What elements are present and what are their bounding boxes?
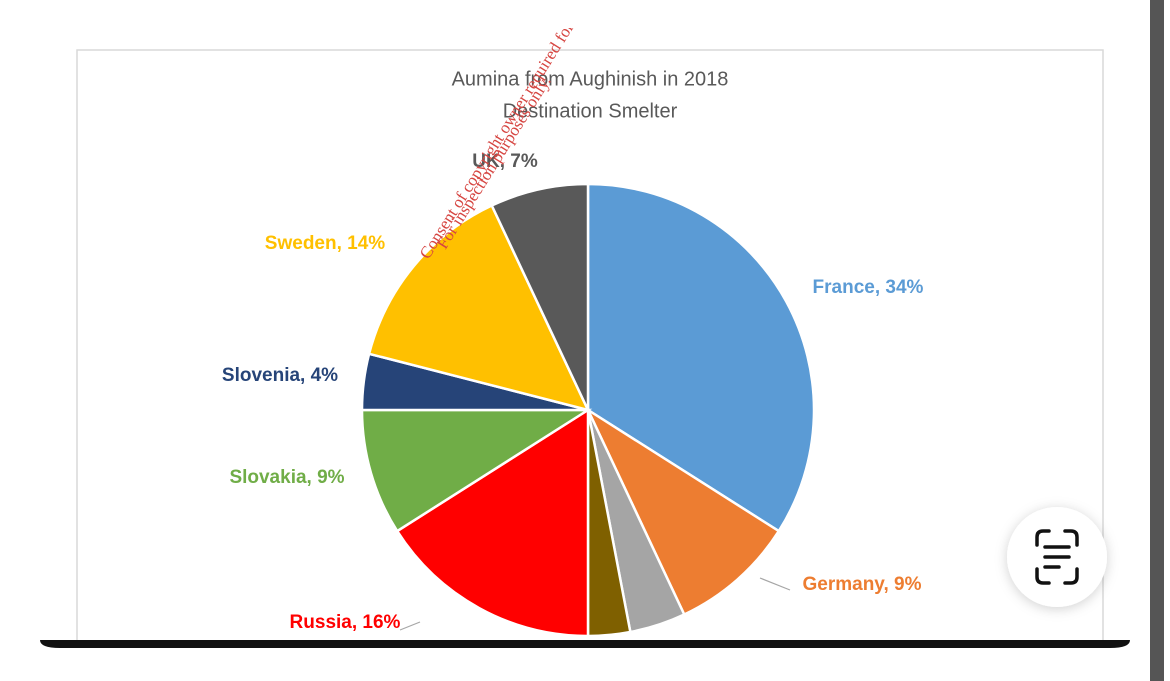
leader-line <box>759 577 791 591</box>
data-label: Slovenia, 4% <box>222 365 338 386</box>
leader-line <box>399 621 421 631</box>
scrollbar[interactable] <box>1150 0 1164 681</box>
data-label: Slovakia, 9% <box>229 467 344 488</box>
data-label: France, 34% <box>813 277 924 298</box>
chart: Aumina from Aughinish in 2018 Destinatio… <box>76 28 1104 640</box>
pie-slice <box>490 182 590 411</box>
pie-slice <box>586 182 816 533</box>
data-label: Russia, 16% <box>290 612 401 633</box>
scan-text-button[interactable] <box>1007 507 1107 607</box>
pie-slice <box>360 408 593 533</box>
chart-title: Aumina from Aughinish in 2018 <box>452 68 729 90</box>
data-label: Sweden, 14% <box>265 233 385 254</box>
pie-slice <box>395 407 590 638</box>
data-label: Germany, 9% <box>803 574 922 595</box>
chart-subtitle: Destination Smelter <box>503 100 678 122</box>
bottom-bar <box>40 640 1130 648</box>
pie-slice <box>585 406 781 617</box>
data-label: UK, 7% <box>472 151 538 172</box>
pie-slice <box>367 203 591 412</box>
